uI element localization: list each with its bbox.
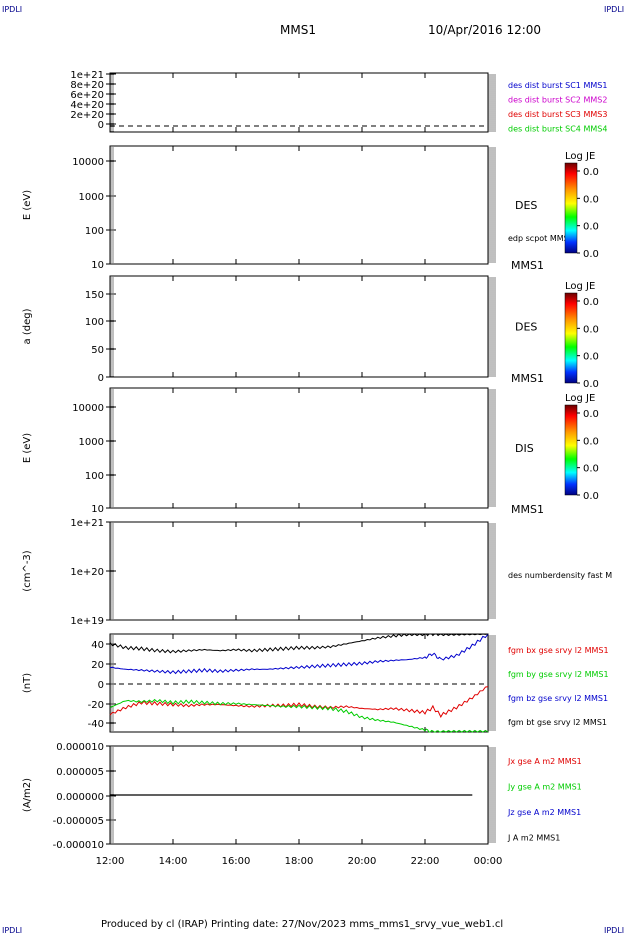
current-legend-entry: Jy gse A m2 MMS1	[507, 783, 582, 792]
des-pitch-colorbar-tick-label: 0.0	[583, 352, 599, 363]
dis-energy-y-tick-label: 100	[85, 471, 104, 482]
current-legend-entry: J A m2 MMS1	[507, 834, 560, 843]
dis-energy-y-tick-label: 10	[91, 504, 104, 515]
dis-energy-colorbar-title: Log JE	[565, 393, 595, 404]
fgm-legend-entry: fgm bz gse srvy l2 MMS1	[508, 694, 608, 703]
x-tick-label: 18:00	[285, 856, 314, 867]
fgm-series-line	[109, 686, 489, 718]
burst-legend-entry: des dist burst SC3 MMS3	[508, 110, 607, 119]
des-energy-instrument-label: DES	[515, 199, 537, 212]
x-tick-label: 14:00	[159, 856, 188, 867]
fgm-legend-entry: fgm bx gse srvy l2 MMS1	[508, 646, 609, 655]
fgm-series-line	[109, 633, 489, 654]
des-energy-colorbar-tick-label: 0.0	[583, 222, 599, 233]
density-y-tick-label: 1e+19	[70, 616, 104, 627]
dis-energy-frame	[109, 387, 489, 509]
des-energy-y-tick-label: 100	[85, 226, 104, 237]
des-energy-colorbar-tick-label: 0.0	[583, 194, 599, 205]
fgm-series-line	[109, 633, 489, 675]
burst-legend-entry: des dist burst SC4 MMS4	[508, 125, 607, 134]
dis-energy-colorbar	[564, 404, 578, 496]
current-y-axis-label: (A/m2)	[22, 778, 33, 812]
corner-label-top-right: IPDLI	[604, 5, 625, 14]
des-pitch-y-tick-label: 100	[85, 317, 104, 328]
burst-y-tick-label: 2e+20	[70, 110, 104, 121]
dis-energy-instrument-label: DIS	[515, 442, 534, 455]
footer-text: Produced by cl (IRAP) Printing date: 27/…	[101, 919, 504, 930]
fgm-legend-entry: fgm by gse srvy l2 MMS1	[508, 670, 609, 679]
fgm-y-tick-label: 0	[98, 680, 104, 691]
density-y-axis-label: (cm^-3)	[22, 550, 33, 591]
dis-energy-y-tick-label: 10000	[72, 403, 104, 414]
des-pitch-colorbar-tick-label: 0.0	[583, 379, 599, 390]
fgm-y-tick-label: -40	[88, 719, 104, 730]
des-pitch-colorbar-tick-label: 0.0	[583, 297, 599, 308]
fgm-y-tick-label: -20	[88, 700, 104, 711]
current-y-tick-label: -0.000010	[53, 840, 104, 851]
des-energy-overlay-label: edp scpot MMS1	[508, 234, 574, 243]
fgm-y-axis-label: (nT)	[22, 673, 33, 693]
des-energy-colorbar-tick-label: 0.0	[583, 249, 599, 260]
des-energy-colorbar-tick-label: 0.0	[583, 167, 599, 178]
dis-energy-y-axis-label: E (eV)	[22, 433, 33, 463]
fgm-series-line	[109, 698, 489, 733]
des-energy-spacecraft-label: MMS1	[511, 259, 544, 272]
des-pitch-instrument-label: DES	[515, 321, 537, 334]
x-tick-label: 00:00	[474, 856, 503, 867]
burst-legend-entry: des dist burst SC2 MMS2	[508, 96, 607, 105]
des-pitch-colorbar-title: Log JE	[565, 281, 595, 292]
dis-energy-spacecraft-label: MMS1	[511, 503, 544, 516]
dis-energy-colorbar-tick-label: 0.0	[583, 491, 599, 502]
des-pitch-y-tick-label: 150	[85, 290, 104, 301]
burst-frame	[109, 72, 489, 133]
fgm-y-tick-label: 20	[91, 660, 104, 671]
datetime-title: 10/Apr/2016 12:00	[428, 23, 542, 37]
des-pitch-y-tick-label: 50	[91, 345, 104, 356]
density-y-tick-label: 1e+21	[70, 518, 104, 529]
des-energy-frame	[109, 145, 489, 265]
dis-energy-colorbar-tick-label: 0.0	[583, 464, 599, 475]
des-pitch-y-axis-label: a (deg)	[22, 308, 33, 344]
current-y-tick-label: 0.000005	[56, 767, 104, 778]
current-y-tick-label: 0.000000	[56, 792, 104, 803]
des-pitch-y-tick-label: 0	[98, 373, 104, 384]
burst-y-tick-label: 8e+20	[70, 80, 104, 91]
current-y-tick-label: 0.000010	[56, 742, 104, 753]
corner-label-bottom-right: IPDLI	[604, 926, 625, 935]
density-y-tick-label: 1e+20	[70, 567, 104, 578]
current-y-tick-label: -0.000005	[53, 816, 104, 827]
density-frame	[109, 521, 489, 621]
des-pitch-frame	[109, 275, 489, 378]
spacecraft-title: MMS1	[280, 23, 316, 37]
current-legend-entry: Jz gse A m2 MMS1	[507, 808, 581, 817]
x-tick-label: 20:00	[348, 856, 377, 867]
x-tick-label: 12:00	[96, 856, 125, 867]
des-pitch-colorbar-tick-label: 0.0	[583, 324, 599, 335]
des-energy-y-tick-label: 10000	[72, 157, 104, 168]
dis-energy-colorbar-tick-label: 0.0	[583, 409, 599, 420]
des-energy-y-tick-label: 1000	[79, 192, 104, 203]
x-tick-label: 22:00	[411, 856, 440, 867]
des-energy-colorbar-title: Log JE	[565, 151, 595, 162]
corner-label-bottom-left: IPDLI	[2, 926, 23, 935]
des-pitch-spacecraft-label: MMS1	[511, 372, 544, 385]
dis-energy-y-tick-label: 1000	[79, 437, 104, 448]
des-pitch-colorbar	[564, 292, 578, 384]
burst-y-tick-label: 4e+20	[70, 100, 104, 111]
burst-y-tick-label: 6e+20	[70, 90, 104, 101]
burst-legend-entry: des dist burst SC1 MMS1	[508, 81, 607, 90]
dis-energy-colorbar-tick-label: 0.0	[583, 436, 599, 447]
fgm-y-tick-label: 40	[91, 640, 104, 651]
current-legend-entry: Jx gse A m2 MMS1	[507, 757, 582, 766]
des-energy-y-tick-label: 10	[91, 260, 104, 271]
burst-y-tick-label: 0	[98, 120, 104, 131]
corner-label-top-left: IPDLI	[2, 5, 23, 14]
des-energy-colorbar	[564, 162, 578, 254]
x-tick-label: 16:00	[222, 856, 251, 867]
burst-y-tick-label: 1e+21	[70, 70, 104, 81]
density-legend-entry: des numberdensity fast M	[508, 571, 612, 580]
des-energy-y-axis-label: E (eV)	[22, 190, 33, 220]
fgm-legend-entry: fgm bt gse srvy l2 MMS1	[508, 718, 607, 727]
